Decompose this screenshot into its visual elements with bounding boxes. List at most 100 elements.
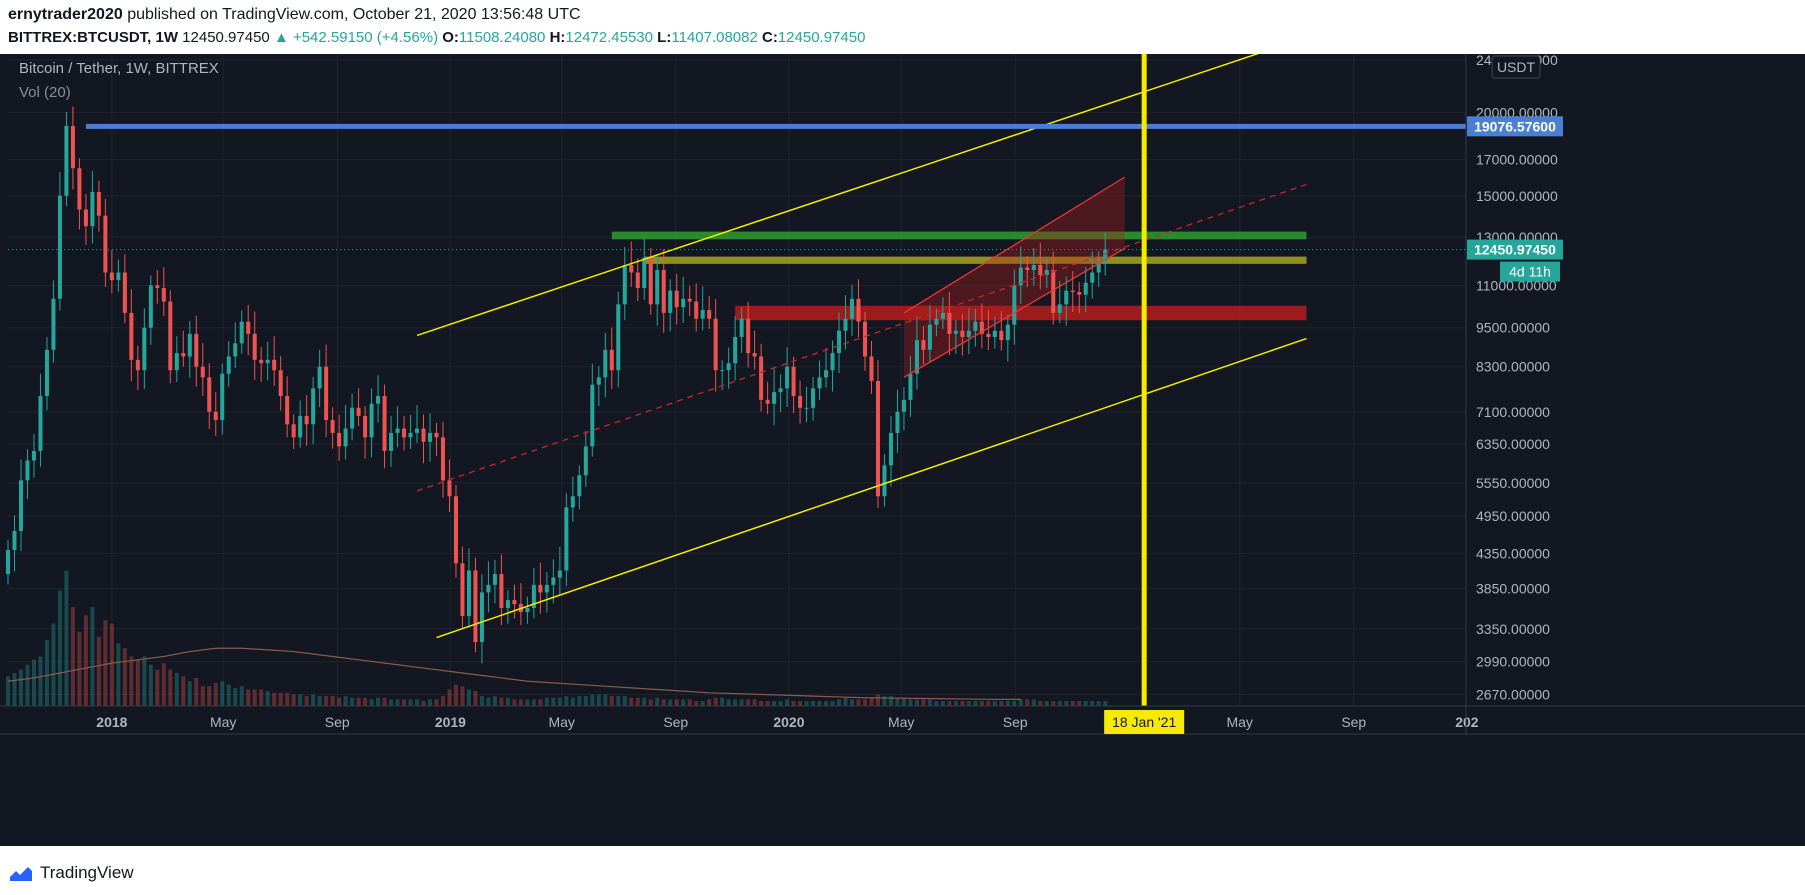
candle-body — [999, 330, 1004, 341]
y-tick-label: 5550.00000 — [1476, 475, 1550, 491]
candle-body — [350, 407, 355, 429]
candle-body — [1083, 282, 1088, 295]
candle-body — [966, 330, 971, 337]
candle-body — [278, 370, 283, 396]
volume-bar — [207, 686, 212, 706]
candle-body — [752, 353, 757, 357]
candle-body — [875, 380, 880, 497]
candle-body — [1025, 267, 1030, 271]
volume-bar — [64, 570, 69, 706]
candle-body — [415, 428, 420, 433]
volume-bar — [25, 664, 30, 706]
volume-bar — [953, 701, 958, 706]
candle-body — [713, 318, 718, 371]
candle-body — [1031, 265, 1036, 271]
candle-body — [544, 584, 549, 593]
candle-body — [681, 298, 686, 308]
candle-body — [849, 298, 855, 319]
volume-bar — [733, 699, 738, 706]
volume-bar — [661, 699, 666, 706]
volume-bar — [395, 699, 400, 706]
volume-bar — [83, 615, 88, 706]
publication-header: ernytrader2020 published on TradingView.… — [8, 6, 581, 24]
tradingview-brand[interactable]: TradingView — [40, 863, 134, 882]
candle-body — [778, 388, 783, 393]
volume-bar — [700, 701, 705, 706]
footer: TradingView — [8, 860, 134, 886]
date-marker-tag — [1104, 710, 1185, 734]
candle-body — [953, 330, 958, 334]
candle-body — [479, 592, 484, 643]
candle-body — [207, 377, 212, 412]
candle-body — [317, 366, 322, 389]
volume-bar — [1096, 701, 1101, 706]
candle-body — [700, 310, 705, 319]
volume-bar — [389, 699, 394, 706]
candle-body — [914, 340, 919, 374]
candle-body — [707, 310, 712, 319]
volume-bar — [12, 673, 17, 706]
volume-bar — [96, 636, 101, 706]
candle-body — [116, 272, 121, 281]
volume-bar — [479, 696, 484, 706]
candle-body — [427, 432, 433, 442]
open-value: 11508.24080 — [458, 29, 546, 46]
chart-title: Bitcoin / Tether, 1W, BITTREX — [19, 60, 219, 77]
volume-bar — [778, 701, 783, 706]
candle-body — [168, 301, 173, 371]
volume-bar — [220, 681, 225, 706]
candle-body — [389, 432, 394, 451]
candle-body — [492, 573, 497, 585]
volume-bar — [570, 697, 575, 706]
volume-bar — [272, 692, 277, 706]
volume-bar — [1025, 699, 1030, 706]
volume-bar — [252, 689, 257, 706]
close-label: C: — [762, 29, 778, 46]
volume-bar — [1005, 701, 1010, 706]
candle-body — [239, 321, 244, 344]
candle-body — [51, 298, 56, 350]
candle-body — [38, 395, 43, 451]
volume-bar — [811, 701, 816, 706]
last-price-tag — [1467, 239, 1563, 260]
candle-body — [304, 415, 309, 425]
volume-bar — [577, 696, 582, 706]
volume-bar — [531, 699, 536, 706]
author-name[interactable]: ernytrader2020 — [8, 6, 123, 23]
volume-ma-line — [7, 647, 1021, 701]
volume-bar — [525, 699, 530, 706]
candle-body — [122, 272, 127, 313]
candle-body — [220, 373, 225, 421]
candle-body — [1070, 290, 1075, 292]
price-change: ▲ +542.59150 (+4.56%) — [273, 29, 439, 46]
price-chart[interactable]: 24000.0000020000.0000017000.0000015000.0… — [0, 54, 1805, 846]
x-tick-label: 2019 — [435, 714, 466, 730]
date-marker-label: 18 Jan '21 — [1112, 714, 1176, 730]
candle-body — [1103, 249, 1108, 263]
candle-body — [765, 399, 770, 404]
volume-bar — [739, 699, 744, 706]
candle-body — [687, 298, 692, 302]
volume-bar — [330, 696, 335, 706]
x-tick-label: May — [888, 714, 914, 730]
candle-body — [1044, 270, 1049, 276]
candle-body — [395, 428, 400, 433]
volume-bar — [512, 699, 517, 706]
candle-body — [200, 366, 205, 378]
candle-body — [811, 388, 816, 408]
volume-bar — [1077, 701, 1082, 706]
candle-body — [486, 584, 491, 593]
candle-body — [817, 377, 822, 389]
candle-body — [895, 411, 900, 433]
red-zone — [735, 305, 1307, 321]
symbol-ohlc-bar: BITTREX:BTCUSDT, 1W 12450.97450 ▲ +542.5… — [8, 29, 865, 46]
grid-lines — [8, 54, 1466, 706]
volume-bar — [908, 699, 913, 706]
candle-body — [622, 265, 627, 305]
candle-body — [940, 312, 945, 319]
tradingview-logo-icon[interactable] — [8, 863, 34, 883]
candle-body — [408, 432, 413, 438]
volume-bar — [862, 699, 868, 706]
candle-body — [259, 359, 264, 364]
volume-bar — [759, 701, 764, 706]
